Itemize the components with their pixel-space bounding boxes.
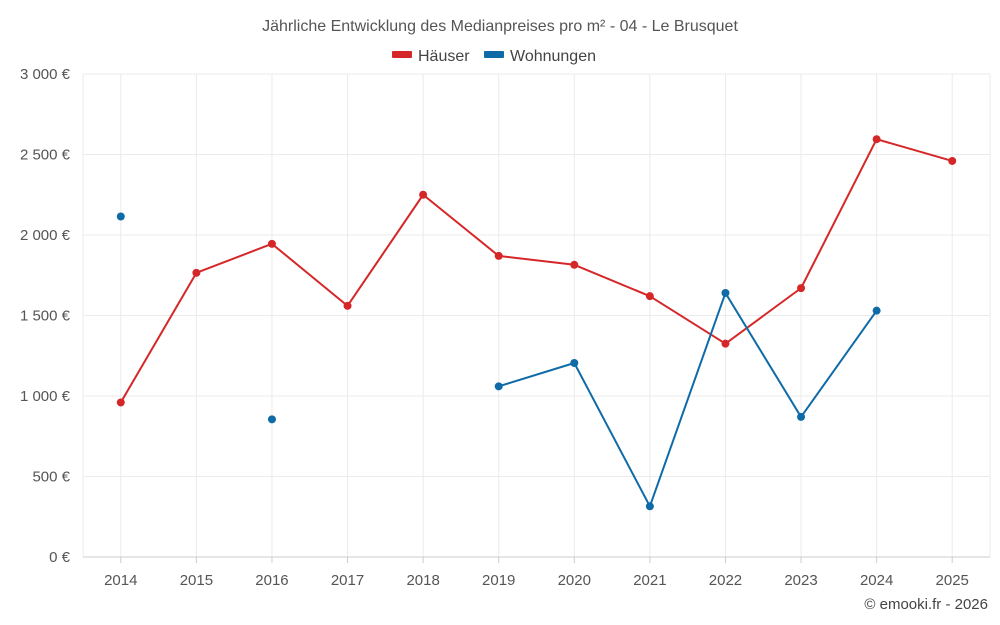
data-point-wohnungen[interactable]: [116, 212, 125, 221]
x-tick-label: 2016: [255, 572, 288, 589]
y-tick-label: 500 €: [32, 469, 70, 486]
data-point-haeuser[interactable]: [192, 268, 201, 277]
data-point-wohnungen[interactable]: [645, 502, 654, 511]
x-tick-label: 2025: [936, 572, 969, 589]
y-tick-label: 2 000 €: [20, 227, 71, 244]
data-point-wohnungen[interactable]: [872, 306, 881, 315]
data-point-haeuser[interactable]: [267, 239, 276, 248]
data-point-haeuser[interactable]: [419, 190, 428, 199]
y-tick-label: 2 500 €: [20, 147, 71, 164]
legend-swatch-wohnungen: [484, 51, 504, 58]
series: [116, 135, 957, 511]
series-line-wohnungen: [497, 291, 878, 508]
legend-label-wohnungen: Wohnungen: [510, 48, 596, 65]
y-tick-label: 3 000 €: [20, 66, 71, 83]
data-point-haeuser[interactable]: [797, 284, 806, 293]
data-point-haeuser[interactable]: [116, 398, 125, 407]
x-tick-label: 2022: [709, 572, 742, 589]
x-tick-label: 2014: [104, 572, 137, 589]
legend: Häuser Wohnungen: [392, 48, 596, 65]
axes: 0 € 500 € 1 000 € 1 500 € 2 000 € 2 500 € 3 00…: [20, 66, 990, 589]
data-point-haeuser[interactable]: [645, 292, 654, 301]
legend-label-haeuser: Häuser: [418, 48, 470, 65]
data-point-haeuser[interactable]: [721, 339, 730, 348]
legend-swatch-haeuser: [392, 51, 412, 58]
grid: [82, 73, 991, 557]
data-point-haeuser[interactable]: [570, 260, 579, 269]
legend-item-wohnungen[interactable]: Wohnungen: [484, 48, 596, 65]
series-haeuser: [116, 135, 957, 407]
data-point-wohnungen[interactable]: [721, 288, 730, 297]
y-tick-label: 1 000 €: [20, 388, 71, 405]
credit-text: © emooki.fr - 2026: [864, 596, 988, 613]
data-point-wohnungen[interactable]: [570, 358, 579, 367]
x-tick-label: 2024: [860, 572, 893, 589]
data-point-haeuser[interactable]: [343, 301, 352, 310]
x-tick-label: 2020: [558, 572, 591, 589]
data-point-haeuser[interactable]: [948, 156, 957, 165]
legend-item-haeuser[interactable]: Häuser: [392, 48, 470, 65]
x-tick-label: 2023: [784, 572, 817, 589]
data-point-wohnungen[interactable]: [267, 415, 276, 424]
y-tick-label: 0 €: [49, 549, 71, 566]
y-tick-label: 1 500 €: [20, 308, 71, 325]
x-tick-label: 2018: [406, 572, 439, 589]
data-point-wohnungen[interactable]: [494, 382, 503, 391]
series-wohnungen: [116, 212, 881, 511]
series-line-haeuser: [119, 138, 954, 404]
chart-title: Jährliche Entwicklung des Medianpreises …: [262, 18, 738, 35]
x-tick-label: 2017: [331, 572, 364, 589]
x-tick-label: 2021: [633, 572, 666, 589]
data-point-wohnungen[interactable]: [797, 412, 806, 421]
x-tick-label: 2019: [482, 572, 515, 589]
data-point-haeuser[interactable]: [872, 135, 881, 144]
x-tick-label: 2015: [180, 572, 213, 589]
data-point-haeuser[interactable]: [494, 251, 503, 260]
